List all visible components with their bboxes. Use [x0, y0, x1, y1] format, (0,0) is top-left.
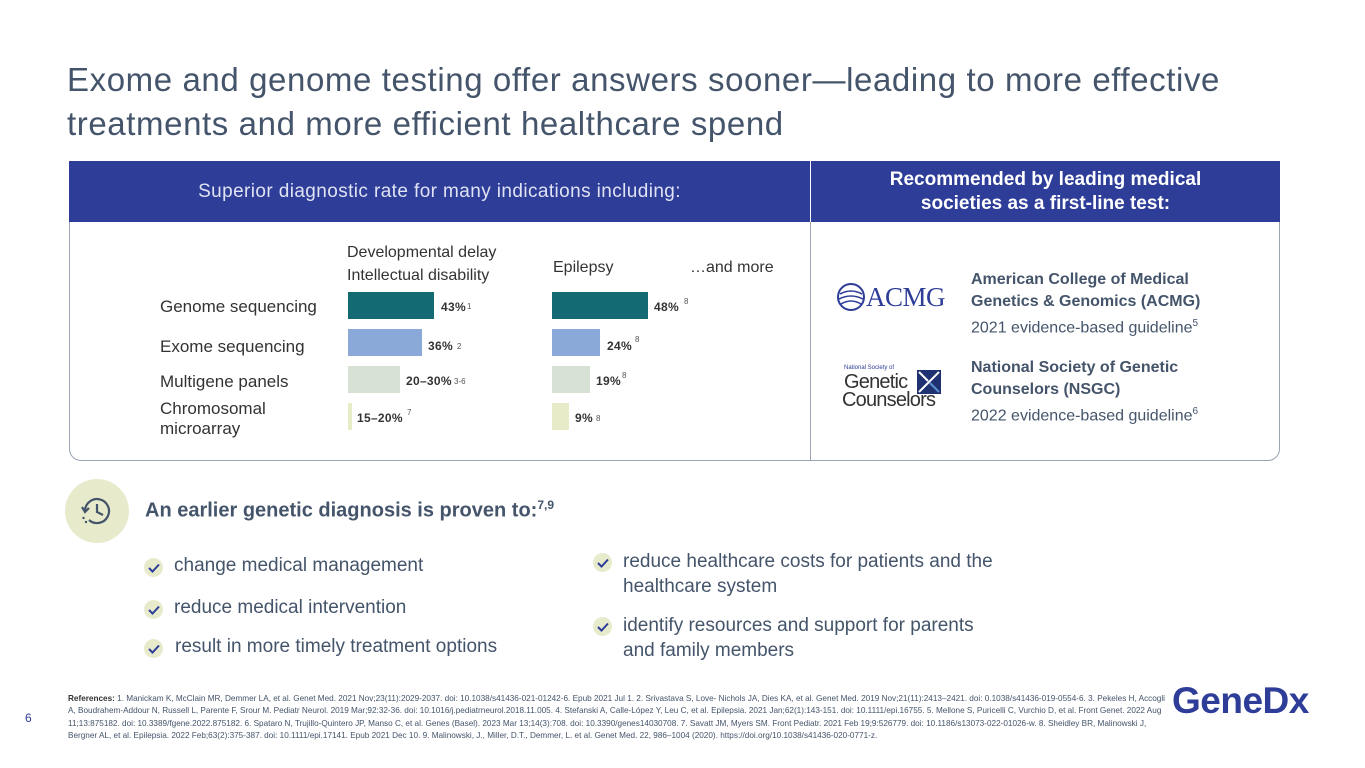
acmg-name: American College of Medical Genetics & G…	[971, 271, 1201, 310]
panel-header: Superior diagnostic rate for many indica…	[69, 161, 1280, 222]
bar-dd-exome	[348, 329, 422, 356]
value-dd-genome: 43%	[441, 300, 466, 314]
col-header-epilepsy: Epilepsy	[553, 259, 614, 276]
value-dd-exome: 36%	[428, 339, 453, 353]
ref-dd-exome: 2	[457, 342, 462, 351]
ref-dd-genome: 1	[467, 302, 472, 311]
ref-ep-multigene: 8	[622, 371, 627, 380]
bar-dd-multigene	[348, 366, 400, 393]
genedx-logo: GeneDx	[1172, 680, 1309, 721]
bar-ep-microarray	[552, 403, 569, 430]
acmg-globe-icon	[837, 283, 865, 311]
bar-ep-multigene	[552, 366, 590, 393]
value-ep-exome: 24%	[607, 339, 632, 353]
page-title: Exome and genome testing offer answers s…	[67, 61, 1221, 142]
row-label-genome: Genome sequencing	[160, 297, 317, 316]
ref-ep-microarray: 8	[596, 414, 601, 423]
col-header-more: …and more	[690, 259, 774, 276]
diagnosis-heading: An earlier genetic diagnosis is proven t…	[145, 498, 555, 522]
bar-ep-genome	[552, 292, 648, 319]
header-divider	[810, 161, 811, 222]
value-dd-microarray: 15–20%	[357, 411, 403, 425]
nsgc-name: National Society of Genetic Counselors (…	[971, 359, 1179, 398]
content-panel	[69, 161, 1280, 461]
nsgc-emblem-icon	[917, 370, 941, 394]
nsgc-guideline: 2022 evidence-based guideline6	[971, 406, 1199, 425]
value-ep-microarray: 9%	[575, 411, 593, 425]
benefit-reduce-costs: reduce healthcare costs for patients and…	[623, 551, 993, 597]
panel-divider	[810, 222, 811, 461]
row-label-multigene: Multigene panels	[160, 372, 289, 391]
header-recommended: Recommended by leading medical societies…	[889, 168, 1202, 214]
check-icon	[144, 639, 163, 658]
benefit-timely-treatment: result in more timely treatment options	[175, 636, 498, 657]
value-dd-multigene: 20–30%	[406, 374, 452, 388]
ref-ep-genome: 8	[684, 297, 689, 306]
page-number: 6	[25, 711, 32, 725]
references: References: 1. Manickam K, McClain MR, D…	[68, 694, 1165, 740]
nsgc-logo: National Society of Genetic Counselors	[842, 365, 948, 415]
value-ep-multigene: 19%	[596, 374, 621, 388]
check-icon	[144, 558, 163, 577]
col-header-developmental: Developmental delay Intellectual disabil…	[347, 244, 497, 284]
benefit-identify-resources: identify resources and support for paren…	[623, 615, 974, 661]
acmg-guideline: 2021 evidence-based guideline5	[971, 318, 1199, 337]
bar-dd-genome	[348, 292, 434, 319]
check-icon	[144, 600, 163, 619]
value-ep-genome: 48%	[654, 300, 679, 314]
ref-dd-microarray: 7	[407, 408, 412, 417]
check-icon	[593, 617, 612, 636]
ref-dd-multigene: 3-6	[454, 377, 466, 386]
check-icon	[593, 553, 612, 572]
acmg-logo: ACMG	[836, 280, 946, 314]
benefit-change-management: change medical management	[174, 555, 424, 576]
row-label-exome: Exome sequencing	[160, 337, 305, 356]
header-diagnostic-rate: Superior diagnostic rate for many indica…	[198, 180, 681, 202]
clock-history-icon	[65, 479, 129, 543]
bar-ep-exome	[552, 329, 600, 356]
bar-dd-microarray	[348, 403, 352, 430]
benefit-reduce-intervention: reduce medical intervention	[174, 597, 407, 618]
ref-ep-exome: 8	[635, 335, 640, 344]
row-label-microarray: Chromosomal microarray	[160, 399, 266, 438]
